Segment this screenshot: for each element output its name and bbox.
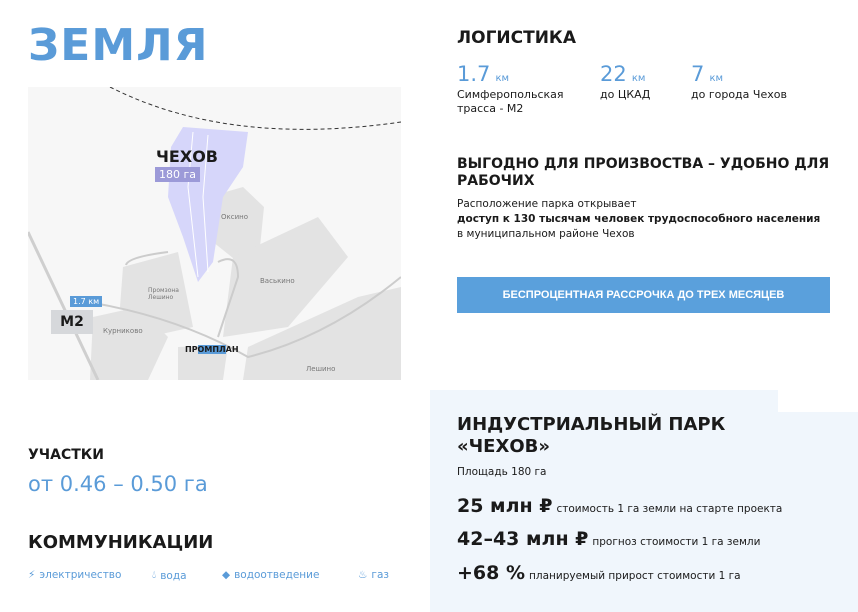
price-value: 42–43 млн ₽ xyxy=(457,528,589,550)
price-text: планируемый прирост стоимости 1 га xyxy=(529,570,741,582)
logistics-item: 22 км до ЦКАД xyxy=(600,62,650,102)
city-label: ЧЕХОВ xyxy=(156,147,218,166)
price-text: стоимость 1 га земли на старте проекта xyxy=(556,503,783,515)
parcel-area xyxy=(168,127,248,282)
area-kurnikovo xyxy=(90,307,168,380)
utility-label: электричество xyxy=(39,569,122,581)
desc: до города Чехов xyxy=(691,88,787,101)
park-title-line: «ЧЕХОВ» xyxy=(457,436,550,457)
installment-button[interactable]: БЕСПРОЦЕНТНАЯ РАССРОЧКА ДО ТРЕХ МЕСЯЦЕВ xyxy=(457,277,830,313)
benefit-title: ВЫГОДНО ДЛЯ ПРОИЗВОСТВА – УДОБНО ДЛЯ РАБ… xyxy=(457,156,830,189)
page-title: ЗЕМЛЯ xyxy=(28,20,209,71)
plots-title: УЧАСТКИ xyxy=(28,447,104,463)
area-leshino xyxy=(243,287,401,380)
panel-corner xyxy=(778,390,858,412)
utility-item: ◆ водоотведение xyxy=(222,569,319,581)
map-graphic xyxy=(28,87,401,380)
value: 7 xyxy=(691,62,705,86)
logistics-item: 1.7 км Симферопольская трасса - М2 xyxy=(457,62,564,116)
parcel-lines xyxy=(187,131,209,278)
desc-line: Расположение парка открывает xyxy=(457,198,637,210)
utility-item: ♨ газ xyxy=(358,569,389,581)
desc-line: доступ к 130 тысячам человек трудоспособ… xyxy=(457,213,821,225)
road xyxy=(87,276,401,359)
unit: км xyxy=(495,73,510,84)
utility-label: водоотведение xyxy=(234,569,320,581)
utility-item: 💧︎ вода xyxy=(152,569,187,582)
logistics-item: 7 км до города Чехов xyxy=(691,62,787,102)
unit: км xyxy=(631,73,646,84)
highway-label: М2 xyxy=(51,310,93,334)
value: 22 xyxy=(600,62,627,86)
desc: трасса - М2 xyxy=(457,102,524,115)
desc: до ЦКАД xyxy=(600,88,651,101)
area-badge: 180 га xyxy=(155,167,201,182)
desc: Симферопольская xyxy=(457,88,564,101)
place-label: Лешино xyxy=(306,365,336,373)
price-text: прогноз стоимости 1 га земли xyxy=(592,536,761,548)
benefit-desc: Расположение парка открывает доступ к 13… xyxy=(457,197,820,242)
area-vaskino xyxy=(223,217,348,337)
district-border xyxy=(109,87,401,130)
distance-badge: 1.7 км xyxy=(70,296,103,307)
area-oksino xyxy=(208,187,264,262)
price-value: 25 млн ₽ xyxy=(457,495,553,517)
place-label: Промзона Лешино xyxy=(148,287,179,301)
brand-logo: ПРОМПЛАН xyxy=(185,345,239,354)
place-label: Оксино xyxy=(221,213,248,221)
road xyxy=(125,251,240,338)
logistics-title: ЛОГИСТИКА xyxy=(457,28,576,48)
utility-label: газ xyxy=(371,569,389,581)
utilities-title: КОММУНИКАЦИИ xyxy=(28,532,214,553)
price-row: 25 млн ₽ стоимость 1 га земли на старте п… xyxy=(457,495,782,517)
park-panel xyxy=(430,390,858,612)
pipe-icon: ◆ xyxy=(222,569,231,581)
park-title-line: ИНДУСТРИАЛЬНЫЙ ПАРК xyxy=(457,414,726,435)
utility-label: вода xyxy=(160,569,187,582)
drop-icon: 💧︎ xyxy=(152,569,157,581)
unit: км xyxy=(709,73,724,84)
value: 1.7 xyxy=(457,62,491,86)
park-area: Площадь 180 га xyxy=(457,466,547,478)
place-label: Курниково xyxy=(103,327,143,335)
lightning-icon: ⚡ xyxy=(28,569,36,581)
desc-line: в муниципальном районе Чехов xyxy=(457,228,635,240)
site-map: Оксино Промзона Лешино Васькино Курников… xyxy=(28,87,401,380)
gas-flame-icon: ♨ xyxy=(358,569,368,581)
plots-value: от 0.46 – 0.50 га xyxy=(28,472,208,496)
park-title: ИНДУСТРИАЛЬНЫЙ ПАРК «ЧЕХОВ» xyxy=(457,414,725,458)
highway-m2 xyxy=(28,231,100,380)
place-label: Васькино xyxy=(260,277,295,285)
price-row: 42–43 млн ₽ прогноз стоимости 1 га земли xyxy=(457,528,760,550)
utility-item: ⚡ электричество xyxy=(28,569,121,581)
price-row: +68 % планируемый прирост стоимости 1 га xyxy=(457,562,741,584)
price-value: +68 % xyxy=(457,562,526,584)
